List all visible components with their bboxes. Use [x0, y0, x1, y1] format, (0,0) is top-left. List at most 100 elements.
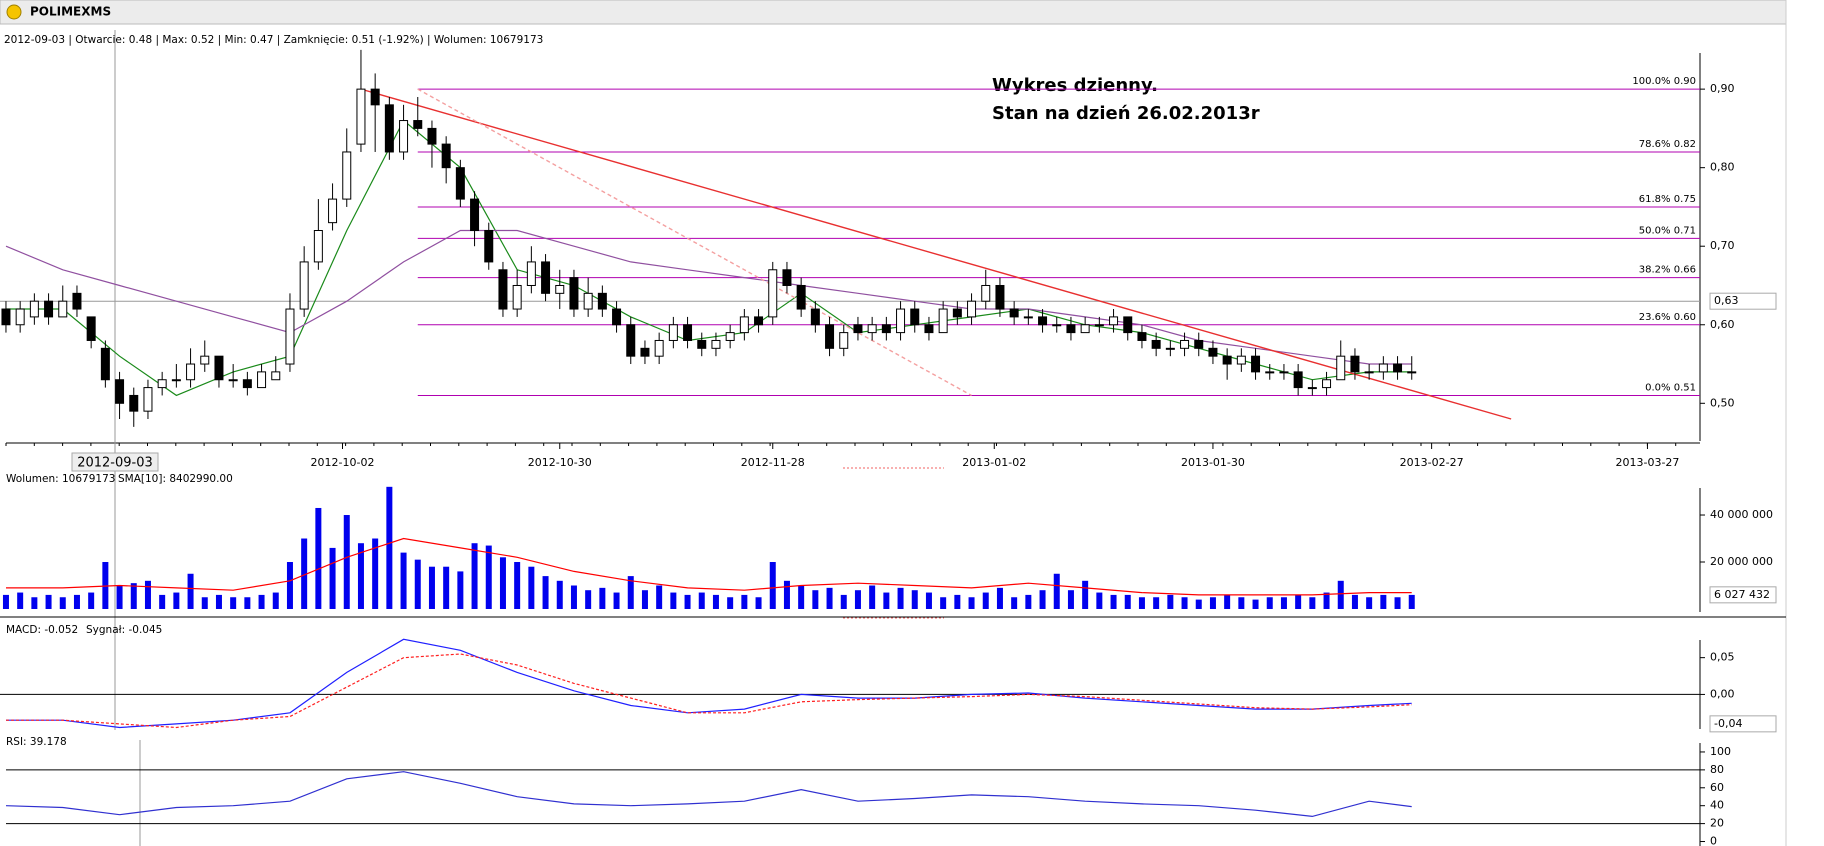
cursor-date: 2012-09-03 [77, 456, 153, 471]
volume-bar [1351, 594, 1358, 609]
candle-body [683, 324, 693, 341]
volume-bar [542, 576, 549, 609]
volume-bar [670, 592, 677, 609]
volume-bar [386, 486, 393, 609]
legend-entry: RSI: 39.178 [6, 736, 67, 748]
fib-label: 61.8% 0.75 [1639, 194, 1696, 205]
moving-average [5, 229, 1412, 365]
volume-bar [613, 592, 620, 609]
y-tick-label: 0,00 [1710, 687, 1735, 700]
candle-body [1364, 371, 1374, 374]
candle-body [938, 308, 948, 334]
candle-body [995, 284, 1005, 310]
candle-body [427, 127, 437, 145]
candle-body [399, 120, 409, 153]
volume-bar [698, 592, 705, 609]
candle-body [541, 261, 551, 294]
candle-body [597, 292, 607, 310]
title-bar [0, 0, 1787, 25]
volume-bar [996, 587, 1003, 609]
candle-body [1180, 339, 1190, 349]
volume-bar [343, 515, 350, 609]
candle-body [15, 308, 25, 326]
volume-bar [826, 587, 833, 609]
candle-body [810, 308, 820, 326]
candle-body [214, 355, 224, 381]
volume-bar [443, 566, 450, 609]
volume-bar [45, 594, 52, 609]
candle-body [1, 308, 11, 326]
candle-body [1194, 339, 1204, 349]
candle-body [1393, 363, 1403, 373]
candle-body [668, 324, 678, 341]
volume-bar [372, 538, 379, 609]
y-tick-label: 20 000 000 [1710, 555, 1773, 568]
volume-bar [1195, 599, 1202, 609]
candle-body [1165, 347, 1175, 350]
candle-body [242, 379, 252, 389]
value-box-label: 6 027 432 [1714, 588, 1770, 601]
legend-entry: MACD: -0.052 [6, 624, 78, 636]
volume-bar [528, 566, 535, 609]
candle-body [257, 371, 267, 389]
y-tick-label: 0,80 [1710, 161, 1735, 174]
volume-bar [883, 592, 890, 609]
volume-bar [925, 592, 932, 609]
volume-bar [1025, 594, 1032, 609]
candle-body [200, 355, 210, 365]
x-tick-label: 2013-02-27 [1400, 456, 1464, 469]
volume-bar [1067, 590, 1074, 609]
fib-label: 100.0% 0.90 [1632, 76, 1696, 87]
volume-bar [954, 594, 961, 609]
candle-body [370, 88, 380, 106]
volume-bar [201, 597, 208, 609]
volume-bar [31, 597, 38, 609]
value-box-label: 0,63 [1714, 294, 1739, 307]
value-box [1709, 292, 1777, 310]
candle-body [1336, 355, 1346, 381]
candle-body [29, 300, 39, 318]
candle-body [952, 308, 962, 318]
y-tick-label: 40 [1710, 799, 1724, 812]
fib-label: 0.0% 0.51 [1645, 382, 1696, 393]
candle-body [441, 143, 451, 169]
candle-body [839, 332, 849, 349]
volume-bar [1082, 580, 1089, 609]
volume-bar [59, 597, 66, 609]
candle-body [1151, 339, 1161, 349]
volume-bar [798, 585, 805, 609]
candle-body [526, 261, 536, 286]
candle-body [1350, 355, 1360, 373]
candle-body [356, 88, 366, 145]
y-tick-label: 60 [1710, 781, 1724, 794]
macd-line [6, 638, 1412, 729]
candle-body [1407, 371, 1417, 374]
legend-entry: Wolumen: 10679173 [6, 473, 115, 485]
annotation: Stan na dzień 26.02.2013r [992, 103, 1260, 124]
volume-bar [641, 590, 648, 609]
fib-label: 78.6% 0.82 [1639, 139, 1696, 150]
candle-body [1009, 308, 1019, 318]
fib-label: 23.6% 0.60 [1639, 312, 1696, 323]
legend-entry: Sygnał: -0.045 [86, 624, 162, 636]
candle-body [910, 308, 920, 326]
candle-body [86, 316, 96, 341]
volume-bar [173, 592, 180, 609]
volume-bar [599, 587, 606, 609]
candle-body [1279, 371, 1289, 374]
candle-body [583, 292, 593, 310]
volume-bar [783, 580, 790, 609]
candle-body [171, 379, 181, 382]
volume-bar [1238, 597, 1245, 609]
candle-body [1208, 347, 1218, 357]
x-tick-label: 2012-10-30 [528, 456, 592, 469]
volume-bar [471, 543, 478, 609]
candle-body [100, 347, 110, 381]
volume-bar [88, 592, 95, 609]
volume-bar [428, 566, 435, 609]
x-tick-label: 2013-03-27 [1615, 456, 1679, 469]
volume-bar [17, 592, 24, 609]
volume-bar [1039, 590, 1046, 609]
y-tick-label: 100 [1710, 745, 1731, 758]
volume-bar [684, 594, 691, 609]
